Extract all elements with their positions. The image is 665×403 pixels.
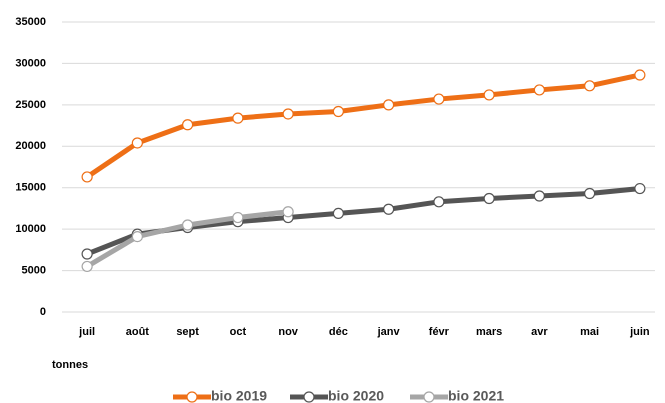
- point-marker: [433, 93, 445, 105]
- series-line: [86, 186, 641, 257]
- point-marker: [332, 105, 344, 118]
- point-marker: [81, 171, 93, 183]
- y-tick-label: 10000: [15, 223, 46, 235]
- legend-label: bio 2021: [448, 388, 504, 403]
- x-tick-label: avr: [531, 326, 548, 338]
- point-marker: [533, 84, 545, 96]
- x-tick-label: mars: [476, 326, 502, 338]
- legend-marker: [423, 391, 435, 403]
- y-tick-label: 25000: [15, 99, 46, 111]
- point-marker: [232, 112, 244, 124]
- point-marker: [332, 207, 344, 219]
- x-tick-label: août: [126, 326, 150, 338]
- x-tick-label: nov: [278, 326, 298, 338]
- legend-label: bio 2020: [328, 388, 384, 403]
- point-marker: [282, 206, 294, 218]
- x-tick-label: oct: [230, 326, 247, 338]
- x-tick-label: juil: [78, 326, 95, 338]
- x-tick-label: juin: [629, 326, 650, 338]
- point-marker: [81, 248, 93, 260]
- x-tick-label: déc: [329, 326, 348, 338]
- y-tick-label: 30000: [15, 57, 46, 69]
- y-tick-label: 0: [40, 306, 46, 318]
- y-axis-unit: tonnes: [52, 359, 88, 371]
- point-marker: [483, 89, 495, 101]
- x-tick-label: mai: [580, 326, 599, 338]
- point-marker: [533, 190, 545, 202]
- point-marker: [182, 219, 194, 231]
- point-marker: [584, 80, 596, 92]
- y-tick-label: 20000: [15, 140, 46, 152]
- point-marker: [282, 108, 294, 120]
- y-tick-label: 5000: [22, 264, 46, 276]
- point-marker: [182, 119, 194, 131]
- legend-label: bio 2019: [211, 388, 267, 403]
- point-marker: [584, 187, 596, 200]
- point-marker: [131, 137, 143, 149]
- point-marker: [383, 99, 395, 111]
- y-tick-label: 35000: [15, 16, 46, 28]
- point-marker: [634, 182, 646, 195]
- x-tick-label: janv: [377, 326, 401, 338]
- point-marker: [483, 192, 495, 205]
- legend-marker: [303, 391, 315, 403]
- series-line: [85, 72, 641, 180]
- x-tick-label: févr: [429, 326, 450, 338]
- point-marker: [383, 203, 395, 215]
- x-tick-label: sept: [176, 326, 199, 338]
- point-marker: [634, 69, 646, 81]
- legend-marker: [186, 391, 198, 403]
- point-marker: [131, 231, 143, 243]
- point-marker: [81, 260, 93, 273]
- point-marker: [232, 211, 244, 224]
- y-tick-label: 15000: [15, 182, 46, 194]
- point-marker: [433, 196, 445, 208]
